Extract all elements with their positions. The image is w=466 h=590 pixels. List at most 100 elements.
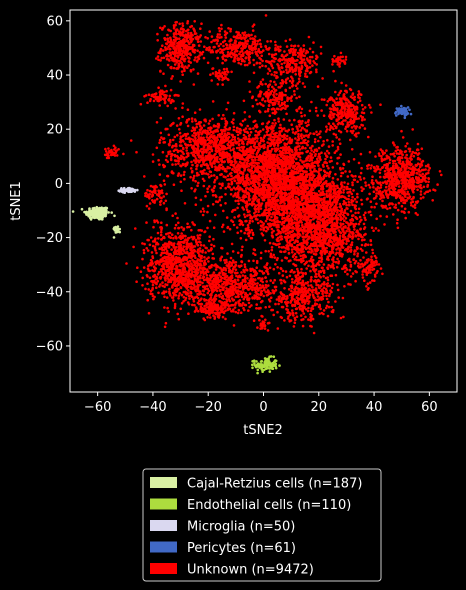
data-point bbox=[122, 187, 126, 191]
data-point bbox=[270, 140, 274, 144]
data-point bbox=[226, 51, 230, 54]
data-point bbox=[273, 147, 277, 150]
data-point bbox=[272, 193, 275, 197]
data-point bbox=[229, 139, 232, 143]
data-point bbox=[216, 149, 219, 153]
data-point bbox=[214, 130, 217, 133]
data-point bbox=[71, 210, 75, 213]
data-point bbox=[189, 143, 193, 147]
data-point bbox=[272, 126, 275, 129]
data-point bbox=[176, 216, 179, 220]
data-point bbox=[306, 69, 309, 73]
data-point bbox=[245, 156, 248, 160]
data-point bbox=[180, 27, 183, 30]
data-point bbox=[177, 159, 180, 163]
data-point bbox=[231, 122, 235, 125]
data-point bbox=[241, 198, 245, 202]
data-point bbox=[265, 168, 269, 172]
data-point bbox=[279, 70, 283, 73]
data-point bbox=[232, 47, 235, 50]
data-point bbox=[238, 219, 242, 222]
data-point bbox=[336, 156, 340, 160]
data-point bbox=[259, 256, 263, 260]
data-point bbox=[257, 165, 261, 168]
data-point bbox=[161, 28, 164, 31]
data-point bbox=[206, 133, 209, 136]
data-point bbox=[313, 164, 316, 168]
data-point bbox=[360, 166, 363, 170]
data-point bbox=[289, 47, 293, 51]
data-point bbox=[208, 185, 211, 188]
data-point bbox=[303, 54, 306, 58]
data-point bbox=[204, 36, 207, 39]
data-point bbox=[269, 133, 272, 136]
data-point bbox=[261, 198, 265, 202]
data-point bbox=[183, 177, 186, 181]
data-point bbox=[283, 204, 286, 208]
data-point bbox=[264, 82, 268, 86]
data-point bbox=[294, 137, 297, 140]
data-point bbox=[156, 32, 159, 36]
data-point bbox=[202, 162, 205, 166]
data-point bbox=[178, 128, 181, 131]
data-point bbox=[299, 134, 303, 138]
data-point bbox=[280, 103, 284, 107]
data-point bbox=[233, 179, 237, 183]
data-point bbox=[270, 182, 273, 185]
data-point bbox=[246, 39, 249, 42]
data-point bbox=[273, 71, 277, 74]
data-point bbox=[225, 216, 229, 219]
data-point bbox=[283, 142, 287, 146]
data-point bbox=[206, 190, 209, 194]
data-point bbox=[307, 135, 310, 139]
data-point bbox=[212, 124, 216, 128]
data-point bbox=[251, 104, 255, 108]
data-point bbox=[244, 219, 247, 223]
data-point bbox=[266, 40, 269, 43]
data-point bbox=[259, 45, 263, 48]
data-point bbox=[187, 144, 190, 147]
data-point bbox=[182, 29, 185, 33]
data-point bbox=[193, 48, 197, 52]
data-point bbox=[209, 146, 213, 150]
data-point bbox=[202, 184, 206, 188]
data-point bbox=[206, 37, 209, 40]
data-point bbox=[293, 221, 296, 225]
data-point bbox=[178, 156, 182, 160]
data-point bbox=[291, 251, 294, 254]
data-point bbox=[223, 59, 227, 62]
data-point bbox=[240, 54, 244, 57]
data-point bbox=[181, 42, 185, 45]
data-point bbox=[207, 48, 211, 52]
data-point bbox=[274, 111, 278, 114]
data-point bbox=[256, 102, 259, 106]
data-point bbox=[322, 169, 326, 172]
data-point bbox=[315, 70, 318, 74]
data-point bbox=[357, 161, 361, 165]
data-point bbox=[248, 213, 251, 217]
data-point bbox=[196, 159, 200, 162]
data-point bbox=[255, 152, 258, 156]
data-point bbox=[241, 119, 245, 123]
data-point bbox=[330, 286, 334, 290]
data-point bbox=[194, 157, 198, 160]
data-point bbox=[107, 147, 110, 150]
data-point bbox=[241, 31, 244, 35]
data-point bbox=[87, 211, 90, 214]
data-point bbox=[286, 99, 289, 102]
data-point bbox=[178, 50, 182, 54]
data-point bbox=[88, 207, 91, 210]
data-point bbox=[258, 56, 261, 60]
data-point bbox=[248, 198, 251, 202]
data-point bbox=[186, 154, 190, 158]
data-point bbox=[152, 95, 156, 99]
data-point bbox=[251, 150, 254, 153]
data-point bbox=[183, 202, 187, 205]
data-point bbox=[251, 171, 255, 175]
data-point bbox=[235, 30, 238, 34]
data-point bbox=[192, 149, 196, 152]
data-point bbox=[177, 46, 181, 49]
data-point bbox=[185, 44, 189, 47]
data-point bbox=[197, 139, 200, 143]
data-point bbox=[274, 132, 277, 135]
